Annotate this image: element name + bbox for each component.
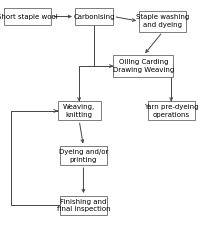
Text: Carbonising: Carbonising — [73, 13, 115, 20]
Text: Oiling Carding
Drawing Weaving: Oiling Carding Drawing Weaving — [113, 59, 174, 73]
Bar — [58, 101, 101, 120]
Text: Yarn pre-dyeing
operations: Yarn pre-dyeing operations — [144, 104, 198, 118]
Text: Short staple wool: Short staple wool — [0, 13, 58, 20]
Bar — [4, 8, 51, 25]
Bar — [60, 146, 107, 165]
Text: Finishing and
final inspection: Finishing and final inspection — [57, 198, 110, 212]
Bar — [148, 101, 195, 120]
Text: Staple washing
and dyeing: Staple washing and dyeing — [136, 14, 189, 28]
Text: Weaving,
knitting: Weaving, knitting — [63, 104, 95, 118]
Bar — [60, 196, 107, 215]
Text: Dyeing and/or
printing: Dyeing and/or printing — [59, 149, 108, 163]
Bar — [75, 8, 113, 25]
Bar — [113, 55, 173, 77]
Bar — [139, 11, 186, 32]
